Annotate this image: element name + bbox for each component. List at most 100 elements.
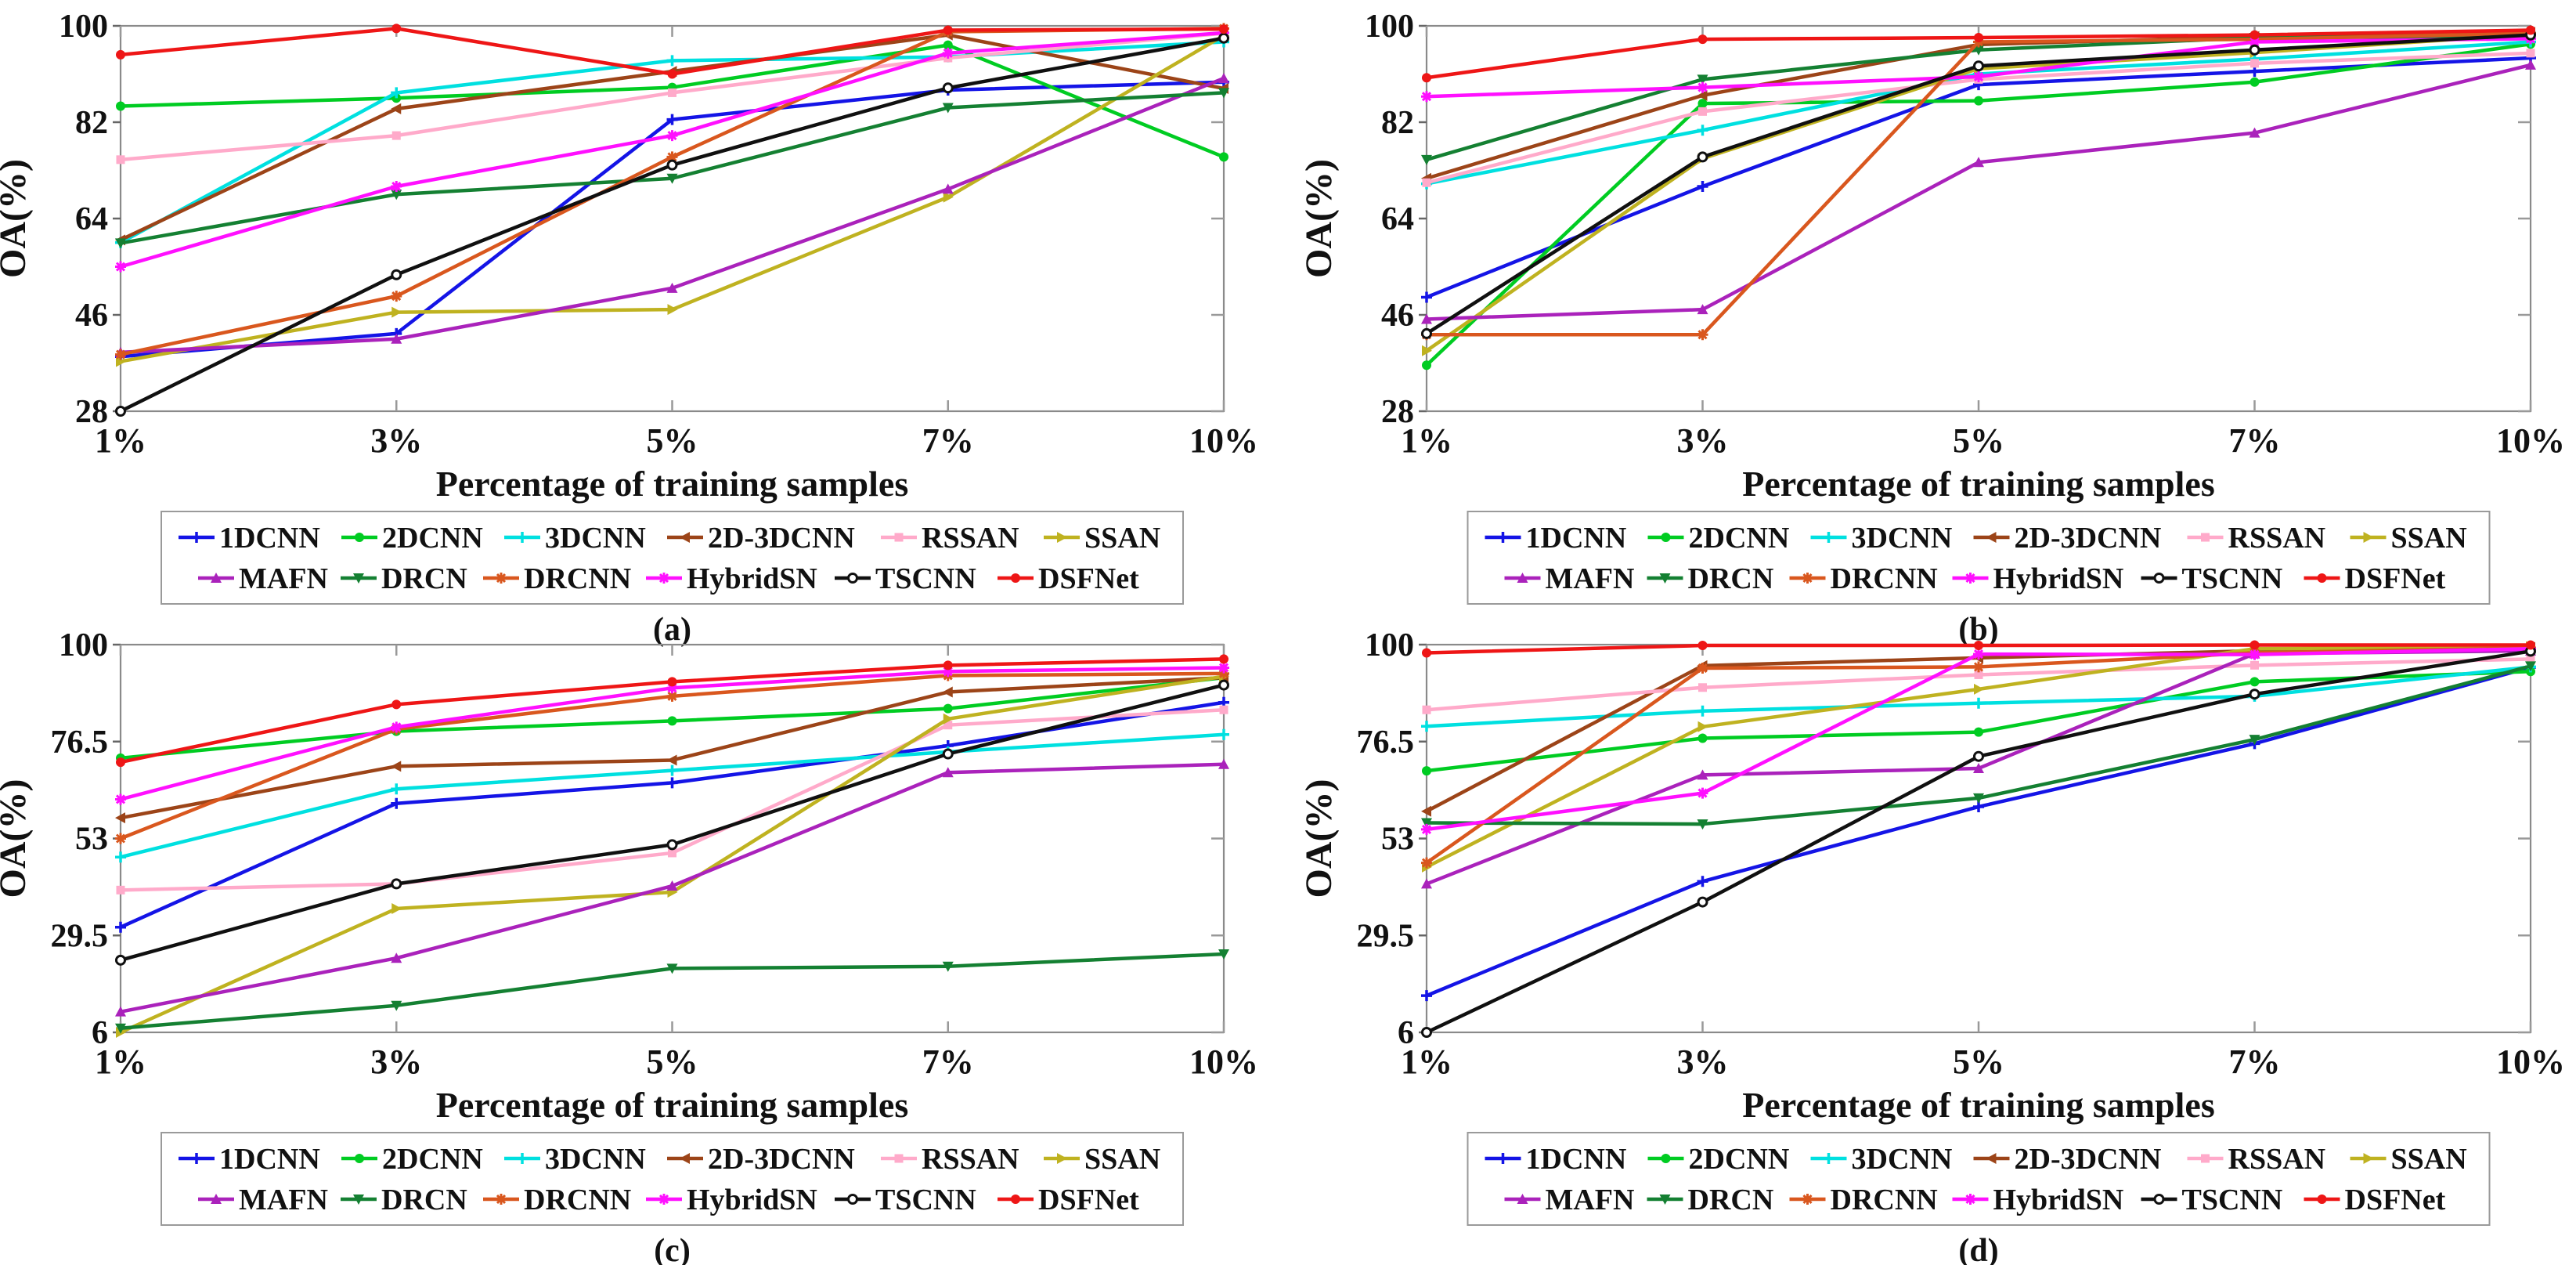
marker-triangle-down	[1973, 45, 1984, 56]
marker-square	[2250, 660, 2259, 670]
marker-circle-open	[847, 573, 858, 584]
legend-label-DRCNN: DRCNN	[524, 562, 631, 595]
marker-triangle-down	[666, 173, 678, 184]
legend-label-HybridSN: HybridSN	[687, 1184, 817, 1216]
legend-label-RSSAN: RSSAN	[2228, 522, 2326, 555]
legend-label-HybridSN: HybridSN	[1993, 562, 2124, 595]
series-MAFN	[1421, 59, 2536, 324]
x-tick-label: 10%	[1189, 1043, 1258, 1081]
marker-circle	[116, 49, 125, 60]
marker-square	[391, 131, 401, 140]
marker-triangle-down	[2525, 661, 2536, 672]
legend-item-DRCN: DRCN	[341, 562, 467, 595]
marker-triangle-down	[391, 190, 402, 201]
marker-star	[1964, 573, 1976, 584]
legend-item-2D-3DCNN: 2D-3DCNN	[667, 522, 855, 555]
marker-square	[894, 1154, 904, 1163]
marker-triangle-right	[391, 903, 402, 915]
marker-star	[666, 151, 678, 163]
marker-triangle-down	[1218, 88, 1229, 99]
y-tick-label: 6	[1398, 1015, 1414, 1051]
series-MAFN	[1421, 645, 2536, 889]
marker-triangle-up	[666, 282, 678, 293]
series-line-1DCNN	[1426, 56, 2531, 299]
marker-triangle-down	[1973, 793, 1984, 804]
series-TSCNN	[115, 679, 1229, 966]
marker-triangle-down	[1421, 154, 1432, 165]
legend-label-DSFNet: DSFNet	[1038, 1184, 1139, 1216]
marker-star	[1973, 661, 1984, 673]
legend-label-2DCNN: 2DCNN	[1689, 1143, 1790, 1176]
legend-item-HybridSN: HybridSN	[1952, 1184, 2123, 1216]
legend-label-MAFN: MAFN	[1546, 562, 1635, 595]
marker-circle-open	[115, 406, 126, 417]
legend-item-1DCNN: 1DCNN	[1485, 1143, 1626, 1176]
chart-b: 28 46 64 82 100 1% 3% 5% 7% 10% Percentage of trai…	[1298, 9, 2565, 648]
legend-label-RSSAN: RSSAN	[922, 1143, 1019, 1176]
y-tick-label: 100	[1365, 9, 1414, 45]
marker-triangle-up	[1218, 72, 1229, 83]
marker-plus	[666, 55, 678, 67]
marker-star	[666, 130, 678, 142]
marker-circle	[1011, 573, 1020, 583]
marker-triangle-up	[1218, 758, 1229, 769]
marker-circle-open	[847, 1194, 858, 1205]
legend-label-SSAN: SSAN	[1084, 1143, 1160, 1176]
legend-box	[1467, 511, 2491, 605]
marker-circle	[355, 533, 364, 542]
marker-circle-open	[942, 82, 954, 94]
marker-triangle-right	[1974, 683, 1984, 695]
legend-item-DSFNet: DSFNet	[998, 1184, 1139, 1216]
legend-item-1DCNN: 1DCNN	[179, 1143, 320, 1176]
marker-triangle-left	[666, 754, 677, 766]
marker-triangle-down	[2249, 735, 2260, 746]
legend-box	[161, 511, 1184, 605]
series-DSFNet	[116, 23, 1228, 79]
marker-triangle-down	[666, 963, 678, 974]
legend-label-DSFNet: DSFNet	[2345, 1184, 2446, 1216]
legend-label-3DCNN: 3DCNN	[545, 522, 646, 555]
marker-star	[1973, 70, 1984, 82]
legend-label-3DCNN: 3DCNN	[1852, 522, 1953, 555]
series-MAFN	[115, 758, 1229, 1017]
marker-star	[391, 291, 402, 302]
marker-circle	[1974, 727, 1983, 737]
series-DRCN	[115, 88, 1229, 249]
marker-square	[2526, 49, 2535, 58]
x-tick-label: 3%	[1677, 421, 1729, 460]
legend-label-TSCNN: TSCNN	[875, 1184, 976, 1216]
legend-item-MAFN: MAFN	[198, 562, 328, 595]
legend-item-RSSAN: RSSAN	[2187, 522, 2326, 555]
legend-item-RSSAN: RSSAN	[881, 522, 1019, 555]
marker-triangle-down	[391, 1000, 402, 1011]
marker-star	[658, 573, 669, 584]
marker-square	[1219, 705, 1228, 714]
marker-circle-open	[2249, 44, 2260, 56]
y-tick-label: 100	[59, 627, 108, 663]
x-tick-label: 7%	[2229, 421, 2281, 460]
subplot-label: (c)	[654, 1233, 691, 1265]
marker-circle	[667, 677, 677, 687]
x-tick-label: 3%	[370, 421, 422, 460]
series-TSCNN	[1421, 29, 2536, 339]
marker-circle	[1697, 99, 1708, 109]
series-RSSAN	[1422, 654, 2535, 714]
marker-star	[1973, 649, 1984, 660]
marker-triangle-left	[391, 103, 402, 114]
marker-plus	[391, 87, 402, 99]
marker-plus	[115, 921, 126, 933]
marker-circle	[2249, 640, 2260, 650]
marker-triangle-down	[1659, 573, 1671, 584]
legend-item-2DCNN: 2DCNN	[1647, 522, 1789, 555]
marker-star	[942, 666, 954, 678]
marker-circle	[943, 660, 953, 670]
legend-item-1DCNN: 1DCNN	[1485, 522, 1626, 555]
legend-item-SSAN: SSAN	[1044, 522, 1160, 555]
marker-circle	[943, 703, 953, 714]
marker-square	[894, 533, 904, 542]
marker-triangle-down	[1697, 819, 1708, 830]
x-tick-label: 3%	[1677, 1043, 1729, 1081]
legend-item-2DCNN: 2DCNN	[341, 1143, 483, 1176]
x-axis-label: Percentage of training samples	[436, 464, 908, 504]
